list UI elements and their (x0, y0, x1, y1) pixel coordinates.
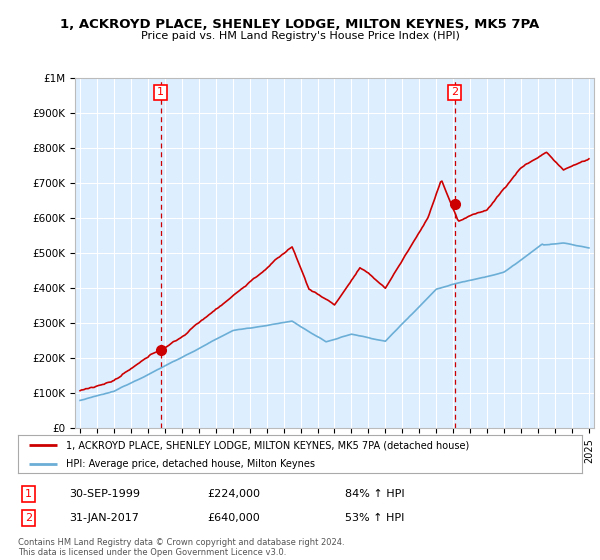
Text: HPI: Average price, detached house, Milton Keynes: HPI: Average price, detached house, Milt… (66, 459, 315, 469)
Text: 1: 1 (25, 489, 32, 499)
Text: 53% ↑ HPI: 53% ↑ HPI (345, 513, 404, 523)
Text: 30-SEP-1999: 30-SEP-1999 (69, 489, 140, 499)
Text: 84% ↑ HPI: 84% ↑ HPI (345, 489, 404, 499)
Text: 31-JAN-2017: 31-JAN-2017 (69, 513, 139, 523)
Text: £224,000: £224,000 (207, 489, 260, 499)
Text: 2: 2 (451, 87, 458, 97)
Text: Price paid vs. HM Land Registry's House Price Index (HPI): Price paid vs. HM Land Registry's House … (140, 31, 460, 41)
Text: 1, ACKROYD PLACE, SHENLEY LODGE, MILTON KEYNES, MK5 7PA (detached house): 1, ACKROYD PLACE, SHENLEY LODGE, MILTON … (66, 440, 469, 450)
Text: 2: 2 (25, 513, 32, 523)
Text: Contains HM Land Registry data © Crown copyright and database right 2024.
This d: Contains HM Land Registry data © Crown c… (18, 538, 344, 557)
Text: 1, ACKROYD PLACE, SHENLEY LODGE, MILTON KEYNES, MK5 7PA: 1, ACKROYD PLACE, SHENLEY LODGE, MILTON … (61, 18, 539, 31)
Text: £640,000: £640,000 (207, 513, 260, 523)
Text: 1: 1 (157, 87, 164, 97)
